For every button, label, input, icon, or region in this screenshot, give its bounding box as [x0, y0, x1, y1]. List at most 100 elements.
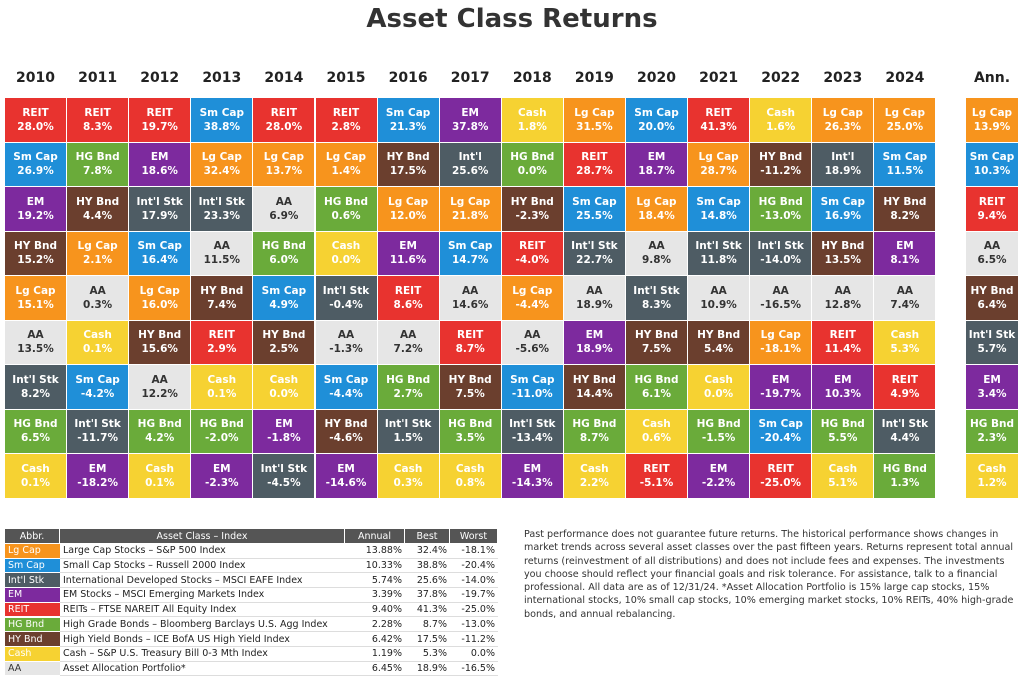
year-header: 2013	[202, 70, 242, 86]
cell: Sm Cap 16.4%	[129, 231, 191, 275]
cell: Sm Cap -4.2%	[67, 365, 129, 409]
cell-label: Lg Cap	[822, 106, 863, 119]
table-cell: -14.0%	[450, 573, 498, 589]
cell-label: AA	[983, 240, 1001, 253]
cell-value: 7.8%	[83, 165, 113, 178]
cell-value: 2.2%	[579, 476, 609, 489]
cell: Int'l 18.9%	[812, 142, 874, 186]
cell-value: 0.0%	[269, 387, 299, 400]
cell-value: 8.7%	[455, 343, 485, 356]
cell-label: Int'l	[458, 151, 482, 164]
cell-value: 8.6%	[393, 298, 423, 311]
year-header: 2012	[140, 70, 180, 86]
table-cell: 25.6%	[405, 573, 450, 589]
cell-label: HG Bnd	[634, 373, 679, 386]
table-cell: Large Cap Stocks – S&P 500 Index	[60, 544, 345, 559]
year-header: 2021	[699, 70, 739, 86]
cell-value: -2.0%	[205, 432, 239, 445]
cell-label: REIT	[84, 106, 111, 119]
cell: HG Bnd 3.5%	[439, 409, 501, 453]
cell: HY Bnd 15.2%	[5, 231, 66, 275]
cell: Cash 5.3%	[874, 320, 936, 364]
cell-value: 28.7%	[576, 165, 613, 178]
table-cell: High Grade Bonds – Bloomberg Barclays U.…	[60, 618, 345, 633]
cell-value: 32.4%	[203, 165, 241, 178]
table-cell: Small Cap Stocks – Russell 2000 Index	[60, 559, 345, 574]
cell-value: -13.4%	[511, 432, 553, 445]
cell-label: Int'l Stk	[509, 418, 556, 431]
cell: Lg Cap 25.0%	[874, 98, 936, 142]
cell-label: Cash	[704, 373, 733, 386]
cell: HY Bnd 8.2%	[874, 187, 936, 231]
cell: Cash 2.2%	[563, 454, 625, 498]
cell-label: Cash	[642, 418, 671, 431]
cell: HY Bnd 7.4%	[191, 276, 253, 320]
cell-label: REIT	[705, 106, 732, 119]
year-header: 2016	[388, 70, 428, 86]
cell: HG Bnd 6.1%	[626, 365, 687, 409]
cell-value: 21.3%	[389, 120, 427, 133]
cell: Cash 0.1%	[5, 454, 66, 498]
cell-value: 5.4%	[704, 343, 734, 356]
cell-value: -5.1%	[639, 476, 674, 489]
cell-label: HG Bnd	[137, 418, 182, 431]
cell: HY Bnd -4.6%	[315, 409, 377, 453]
table-cell: 5.74%	[345, 573, 405, 589]
cell-value: -11.7%	[77, 432, 118, 445]
table-cell: REITs – FTSE NAREIT All Equity Index	[60, 603, 345, 618]
cell-label: Lg Cap	[512, 284, 553, 297]
cell-label: Sm Cap	[634, 106, 679, 119]
cell-label: EM	[150, 151, 169, 164]
cell-label: Cash	[518, 106, 547, 119]
cell-label: HG Bnd	[758, 195, 803, 208]
class-abbr: HY Bnd	[5, 632, 60, 647]
cell: HY Bnd 15.6%	[129, 320, 191, 364]
cell-label: Sm Cap	[261, 284, 307, 297]
cell: EM -2.3%	[191, 454, 253, 498]
cell-label: REIT	[270, 106, 298, 119]
cell-label: Sm Cap	[385, 106, 431, 119]
cell: HY Bnd 7.5%	[626, 320, 687, 364]
cell: HY Bnd 17.5%	[377, 142, 439, 186]
cell-label: EM	[399, 240, 417, 253]
cell-label: HG Bnd	[882, 462, 927, 475]
cell: Cash 1.8%	[501, 98, 563, 142]
cell-value: 7.5%	[641, 343, 672, 356]
cell: REIT 8.3%	[67, 98, 129, 142]
cell: AA 14.6%	[439, 276, 501, 320]
cell-label: HG Bnd	[75, 151, 120, 164]
cell-value: 11.5%	[886, 165, 924, 178]
cell: AA 12.2%	[129, 365, 191, 409]
class-abbr: Sm Cap	[5, 558, 60, 574]
cell-value: 7.2%	[393, 343, 423, 356]
cell: HG Bnd 8.7%	[563, 409, 625, 453]
cell: HG Bnd 6.5%	[5, 409, 66, 453]
table-cell: 37.8%	[405, 588, 450, 603]
cell-value: 0.0%	[517, 165, 547, 178]
table-cell: -25.0%	[450, 603, 498, 618]
cell-label: HG Bnd	[323, 195, 369, 208]
cell-value: -13.0%	[760, 209, 802, 222]
cell-value: 18.6%	[141, 165, 178, 178]
cell: Lg Cap 18.4%	[626, 187, 687, 231]
cell-label: Sm Cap	[510, 373, 555, 386]
cell-value: 11.8%	[700, 254, 737, 267]
table-cell: Asset Allocation Portfolio*	[60, 662, 345, 677]
cell-value: -4.4%	[515, 298, 550, 311]
cell-label: Lg Cap	[636, 195, 677, 208]
cell-label: EM	[647, 151, 666, 164]
cell-label: HG Bnd	[510, 151, 555, 164]
year-header: 2015	[326, 70, 366, 86]
cell-value: 13.7%	[265, 165, 303, 178]
cell: Lg Cap 12.0%	[377, 187, 439, 231]
cell: EM 19.2%	[5, 187, 66, 231]
cell-label: Lg Cap	[201, 151, 242, 164]
year-header: 2014	[264, 70, 304, 86]
cell-label: Sm Cap	[758, 418, 803, 431]
cell-label: Int'l Stk	[260, 462, 308, 475]
table-cell: 13.88%	[345, 544, 405, 559]
cell: EM 18.7%	[626, 142, 687, 186]
cell-value: 4.2%	[145, 432, 175, 445]
table-cell: 18.9%	[405, 662, 450, 677]
cell: HG Bnd -2.0%	[191, 409, 253, 453]
